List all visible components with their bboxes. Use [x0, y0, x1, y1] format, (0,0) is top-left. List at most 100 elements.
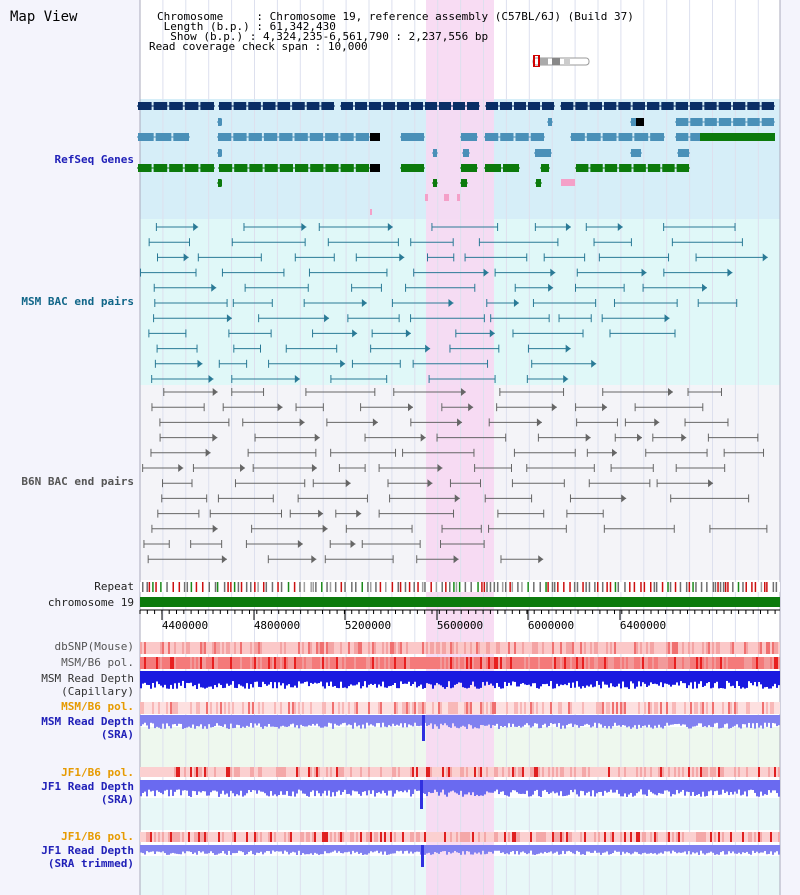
msm-depth-capillary-bar [750, 671, 752, 683]
gene-navy [219, 102, 232, 110]
jf1-b6-pol2-stripe [194, 832, 196, 842]
jf1-b6-pol2-stripe [488, 832, 490, 842]
jf1-b6-pol-stripe [732, 767, 734, 777]
repeat-mark [557, 582, 559, 592]
jf1-depth-trim-bar [342, 845, 344, 854]
jf1-depth-trim-bar [594, 845, 596, 851]
jf1-b6-pol-stripe [380, 767, 382, 777]
jf1-b6-pol-stripe [620, 767, 622, 777]
msm-b6-pol-stripe [658, 657, 660, 669]
jf1-depth-trim-bar [212, 845, 214, 854]
jf1-depth-trim-bar [650, 845, 652, 853]
jf1-depth-sra-bar [270, 780, 272, 792]
msm-depth-sra-bar [710, 715, 712, 727]
jf1-depth-trim-bar [144, 845, 146, 855]
msm-b6-pol2-stripe [222, 702, 224, 714]
dbsnp-stripe [300, 642, 302, 654]
jf1-b6-pol-stripe [516, 767, 518, 777]
msm-b6-pol-stripe [312, 657, 314, 669]
msm-depth-capillary-bar [312, 671, 314, 684]
dbsnp-stripe [642, 642, 644, 654]
msm-b6-pol-stripe [624, 657, 626, 669]
msm-depth-capillary-bar [240, 671, 242, 686]
jf1-depth-trim-bar [672, 845, 674, 851]
msm-b6-pol2-stripe [758, 702, 760, 714]
repeat-mark [667, 582, 669, 592]
msm-depth-sra-bar [200, 715, 202, 725]
jf1-depth-trim-bar [400, 845, 402, 851]
jf1-depth-trim-bar [452, 845, 454, 853]
jf1-depth-trim-bar [566, 845, 568, 852]
msm-b6-pol-stripe [352, 657, 354, 669]
dbsnp-stripe [194, 642, 196, 654]
msm-depth-capillary-bar [464, 671, 466, 688]
repeat-mark [614, 582, 617, 592]
jf1-depth-sra-bar [158, 780, 160, 792]
dbsnp-stripe [366, 642, 368, 654]
msm-b6-pol2-stripe [358, 702, 360, 714]
msm-b6-pol2-stripe [158, 702, 160, 714]
dbsnp-stripe [528, 642, 530, 654]
gene-green [461, 164, 477, 172]
msm-depth-sra-bar [680, 715, 682, 726]
gene-navy [321, 102, 334, 110]
msm-b6-pol2-stripe [272, 702, 274, 714]
msm-b6-pol-stripe [230, 657, 232, 669]
msm-b6-pol2-stripe [276, 702, 278, 714]
track-label-b6n-bac[interactable]: B6N BAC end pairs [21, 475, 134, 488]
jf1-depth-trim-bar [332, 845, 334, 852]
msm-depth-capillary-bar [748, 671, 750, 682]
track-label-msm-bac[interactable]: MSM BAC end pairs [21, 295, 134, 308]
track-label-refseq[interactable]: RefSeq Genes [54, 153, 134, 166]
dbsnp-stripe [190, 642, 192, 654]
msm-depth-capillary-bar [640, 671, 642, 687]
chromosome-ideogram[interactable] [530, 52, 592, 68]
jf1-b6-pol-stripe [414, 767, 416, 777]
dbsnp-stripe [280, 642, 282, 654]
jf1-b6-pol-stripe [150, 767, 152, 777]
repeat-mark [700, 582, 703, 592]
track-label-repeat: Repeat [94, 580, 134, 593]
msm-depth-capillary-bar [188, 671, 190, 684]
msm-depth-capillary-bar [406, 671, 408, 684]
jf1-b6-pol2-stripe [180, 832, 182, 842]
msm-depth-capillary-bar [142, 671, 144, 684]
repeat-mark [688, 582, 691, 592]
dbsnp-stripe [490, 642, 492, 654]
msm-b6-pol-stripe [736, 657, 738, 669]
msm-depth-capillary-bar [600, 671, 602, 689]
msm-b6-pol-stripe [544, 657, 546, 669]
jf1-depth-trim-bar [158, 845, 160, 852]
jf1-b6-pol-stripe [586, 767, 588, 777]
msm-depth-sra-bar [394, 715, 396, 726]
jf1-b6-pol2-stripe [502, 832, 504, 842]
msm-b6-pol2-stripe [408, 702, 410, 714]
jf1-depth-trim-bar [660, 845, 662, 853]
msm-b6-pol2-stripe [230, 702, 232, 714]
jf1-b6-pol2-stripe [234, 832, 236, 842]
dbsnp-stripe [392, 642, 394, 654]
jf1-b6-pol2-stripe [482, 832, 484, 842]
jf1-b6-pol-stripe [242, 767, 244, 777]
gene-blue-c [631, 149, 641, 157]
jf1-b6-pol-stripe [424, 767, 426, 777]
msm-b6-pol-stripe [700, 657, 702, 669]
jf1-b6-pol-stripe [452, 767, 454, 777]
jf1-b6-pol2-stripe [340, 832, 342, 842]
msm-b6-pol-stripe [550, 657, 552, 669]
msm-depth-sra-bar [496, 715, 498, 724]
msm-b6-pol2-stripe [300, 702, 302, 714]
msm-b6-pol-stripe [434, 657, 436, 669]
jf1-b6-pol-stripe [746, 767, 748, 777]
dbsnp-stripe [618, 642, 620, 654]
jf1-b6-pol-stripe [284, 767, 286, 777]
jf1-b6-pol-stripe [612, 767, 614, 777]
msm-b6-pol2-stripe [516, 702, 518, 714]
jf1-depth-trim-bar [532, 845, 534, 855]
msm-depth-sra-bar [220, 715, 222, 726]
repeat-mark [299, 582, 301, 592]
jf1-b6-pol2-stripe [674, 832, 676, 842]
jf1-depth-sra-bar [434, 780, 436, 790]
jf1-depth-trim-bar [376, 845, 378, 851]
